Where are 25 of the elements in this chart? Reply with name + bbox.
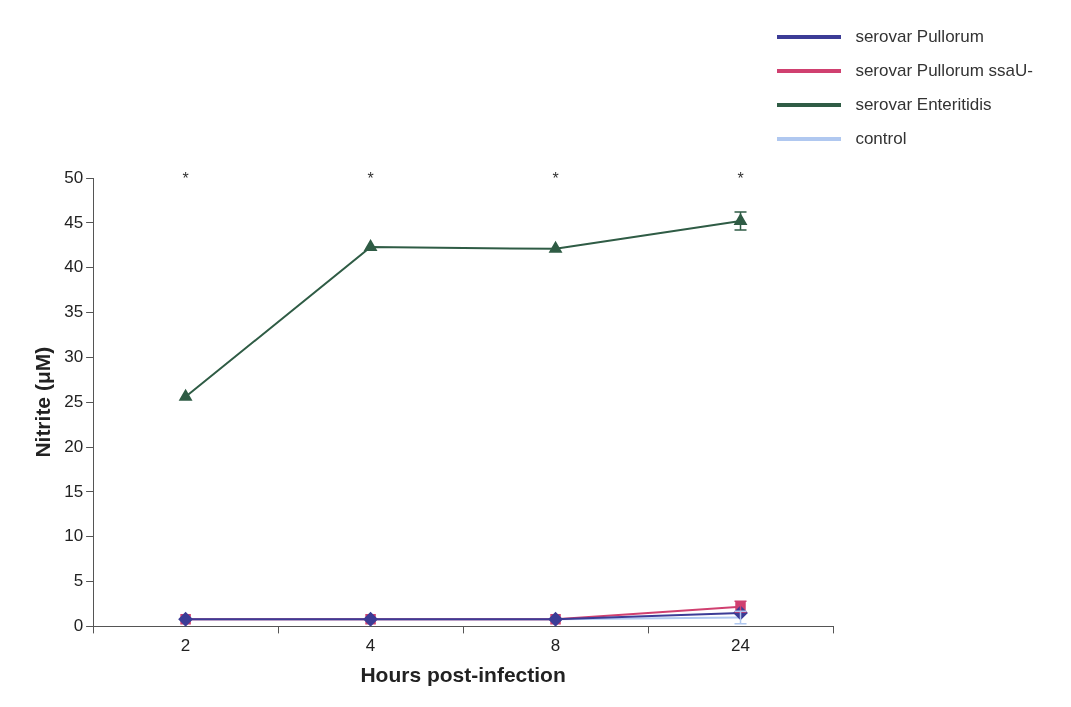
y-tick-label: 15 — [64, 481, 84, 501]
x-tick-label: 8 — [550, 636, 561, 656]
y-tick-label: 50 — [64, 167, 84, 187]
x-tick-label: 4 — [365, 636, 376, 656]
y-tick-label: 40 — [64, 257, 84, 277]
y-tick-label: 0 — [73, 616, 84, 636]
annotation: * — [552, 170, 559, 188]
y-tick-label: 20 — [64, 436, 84, 456]
legend-label: serovar Pullorum ssaU- — [855, 61, 1033, 81]
y-tick-label: 45 — [64, 212, 84, 232]
annotation: * — [367, 170, 374, 188]
x-tick-label: 2 — [180, 636, 191, 656]
y-axis-title: Nitrite (μM) — [31, 346, 55, 458]
y-tick-label: 25 — [64, 391, 84, 411]
annotation: * — [737, 170, 744, 188]
x-tick-label: 24 — [731, 636, 750, 656]
legend-label: control — [855, 129, 907, 149]
x-axis-title: Hours post-infection — [360, 663, 566, 687]
y-tick-label: 5 — [73, 571, 84, 591]
legend-label: serovar Enteritidis — [855, 95, 992, 115]
y-tick-label: 10 — [64, 526, 84, 546]
legend-label: serovar Pullorum — [855, 27, 984, 47]
y-tick-label: 30 — [64, 347, 84, 367]
y-tick-label: 35 — [64, 302, 84, 322]
annotation: * — [182, 170, 189, 188]
